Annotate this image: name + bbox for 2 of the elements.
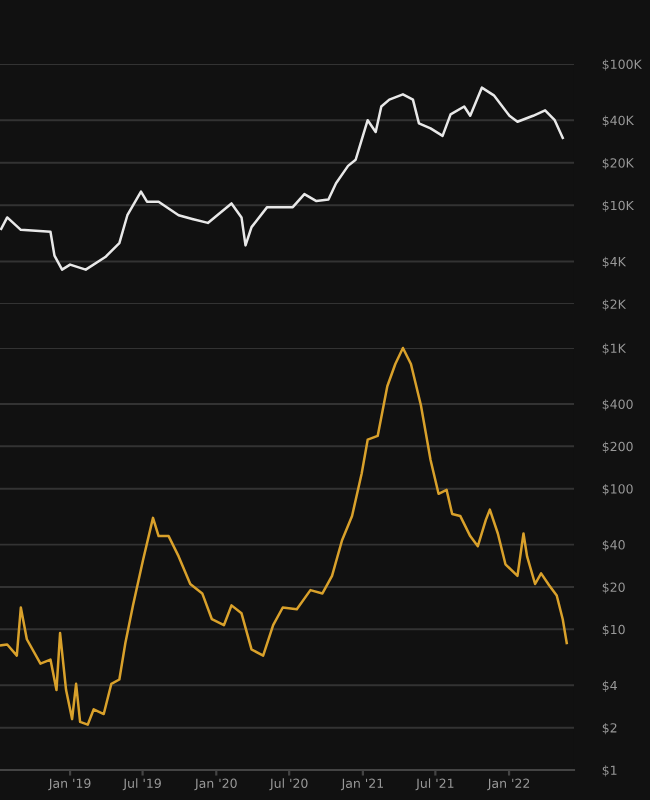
line-series	[0, 86, 564, 271]
line-series	[0, 346, 568, 726]
